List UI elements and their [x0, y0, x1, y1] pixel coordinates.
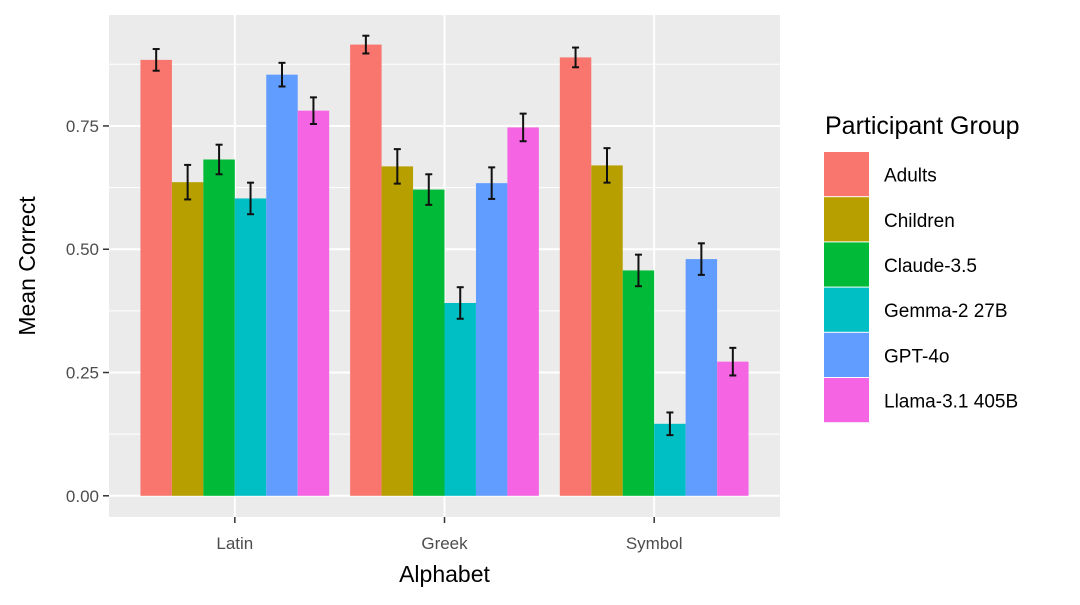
legend-key-swatch	[824, 197, 869, 242]
legend: Participant Group Adults Children Claude-3…	[824, 112, 1020, 423]
y-axis: 0.00 0.25 0.50 0.75	[66, 117, 109, 506]
legend-title: Participant Group	[825, 112, 1020, 140]
x-tick-label: Latin	[216, 534, 253, 553]
bar	[444, 302, 476, 496]
legend-key-swatch	[824, 378, 869, 423]
y-tick-label: 0.25	[66, 364, 99, 383]
bar	[381, 166, 414, 496]
legend-key-label: Adults	[884, 166, 937, 187]
bar	[622, 270, 655, 496]
x-axis: Latin Greek Symbol	[216, 517, 683, 553]
bar	[507, 127, 539, 496]
error-bars	[152, 34, 737, 437]
bar	[717, 361, 749, 496]
x-tick-label: Greek	[421, 534, 468, 553]
bar	[266, 74, 298, 496]
legend-key-label: Claude-3.5	[884, 256, 977, 277]
bar	[140, 59, 172, 496]
bar	[591, 165, 623, 496]
bar	[475, 183, 508, 496]
legend-key-label: Children	[884, 211, 955, 232]
x-axis-title: Alphabet	[399, 561, 490, 587]
y-axis-title: Mean Correct	[14, 196, 40, 336]
legend-key-swatch	[824, 332, 869, 377]
y-tick-label: 0.00	[66, 487, 99, 506]
legend-key-swatch	[824, 242, 869, 287]
bar	[203, 159, 235, 496]
bar	[685, 259, 718, 496]
bar	[297, 110, 330, 496]
legend-key-swatch	[824, 152, 869, 197]
bar	[234, 198, 267, 496]
y-tick-label: 0.75	[66, 117, 99, 136]
legend-key-label: Gemma-2 27B	[884, 301, 1008, 322]
y-tick-label: 0.50	[66, 240, 99, 259]
legend-key-swatch	[824, 287, 869, 332]
bar	[171, 182, 204, 496]
bar	[350, 44, 382, 496]
legend-key-label: Llama-3.1 405B	[884, 392, 1018, 413]
legend-key-label: GPT-4o	[884, 346, 949, 367]
bar	[559, 57, 592, 496]
bar	[413, 189, 445, 496]
x-tick-label: Symbol	[626, 534, 683, 553]
bars	[140, 44, 749, 496]
